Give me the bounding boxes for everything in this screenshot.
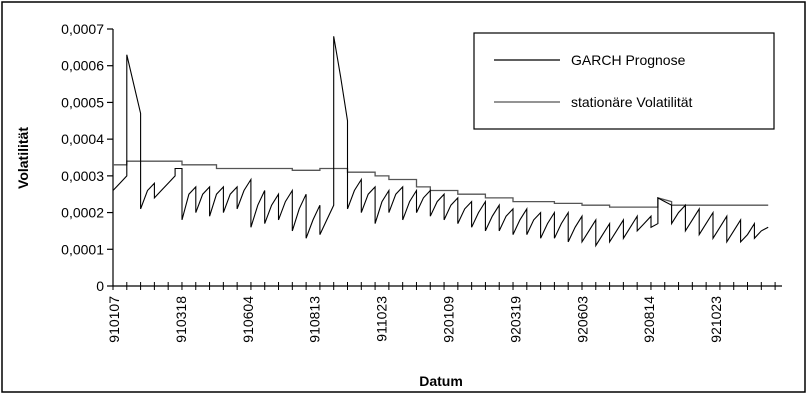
y-tick-label: 0,0007 (61, 21, 104, 37)
x-tick-label: 920603 (574, 296, 590, 343)
y-tick-label: 0,0003 (61, 168, 104, 184)
y-tick-label: 0,0001 (61, 241, 104, 257)
x-tick-label: 920319 (507, 296, 523, 343)
y-axis-title: Volatilität (15, 127, 31, 189)
x-tick-label: 910813 (307, 296, 323, 343)
y-tick-label: 0,0002 (61, 205, 104, 221)
series-line-stationary (113, 160, 769, 208)
plot-series (112, 36, 769, 248)
x-tick-label: 910107 (106, 296, 122, 343)
legend-box (473, 32, 775, 130)
y-tick-label: 0,0006 (61, 58, 104, 74)
series-line-garch (112, 36, 769, 248)
legend-label-stationary: stationäre Volatilität (571, 94, 693, 110)
y-tick-label: 0,0005 (61, 94, 104, 110)
x-axis: 910107 910318 910604 910813 911023 920109 9203… (106, 282, 782, 343)
y-tick-label: 0,0004 (61, 131, 104, 147)
x-tick-label: 910604 (240, 296, 256, 343)
y-tick-label: 0 (96, 278, 104, 294)
legend: GARCH Prognose stationäre Volatilität (473, 32, 775, 130)
x-tick-label: 911023 (374, 296, 390, 342)
x-tick-label: 921023 (708, 296, 724, 343)
x-axis-title: Datum (419, 373, 463, 389)
x-tick-label: 920109 (441, 296, 457, 343)
x-tick-label: 920814 (641, 296, 657, 343)
x-tick-label: 910318 (173, 296, 189, 343)
legend-label-garch: GARCH Prognose (571, 52, 686, 68)
y-axis: 0 0,0001 0,0002 0,0003 0,0004 0,0005 0,0006 0,0… (61, 21, 114, 294)
